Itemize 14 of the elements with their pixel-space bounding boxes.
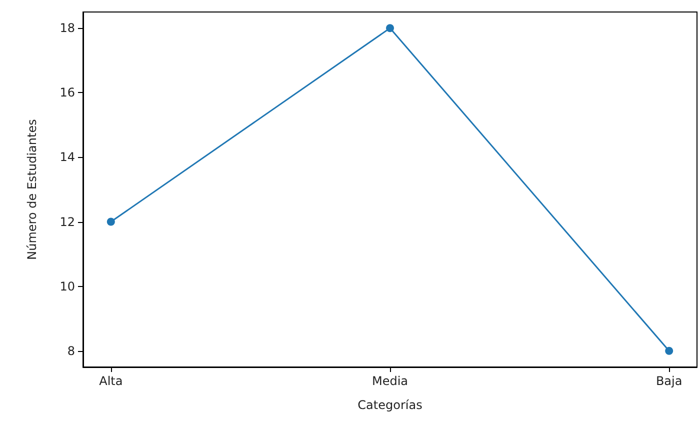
point	[386, 24, 394, 32]
point	[665, 346, 674, 355]
point	[106, 218, 115, 226]
y-tick-label: 10	[60, 279, 75, 294]
x-tick-label: Media	[372, 374, 408, 388]
y-tick-label: 8	[67, 344, 75, 358]
y-axis-title: Número de Estudiantes	[25, 119, 39, 260]
y-tick-label: 18	[60, 21, 75, 36]
x-axis-title: Categorías	[358, 398, 422, 412]
x-tick-label: Baja	[656, 374, 682, 388]
y-tick-label: 14	[60, 150, 75, 164]
x-tick-label: Alta	[99, 374, 123, 388]
y-tick-label: 16	[60, 86, 75, 100]
y-tick-label: 12	[60, 214, 75, 229]
